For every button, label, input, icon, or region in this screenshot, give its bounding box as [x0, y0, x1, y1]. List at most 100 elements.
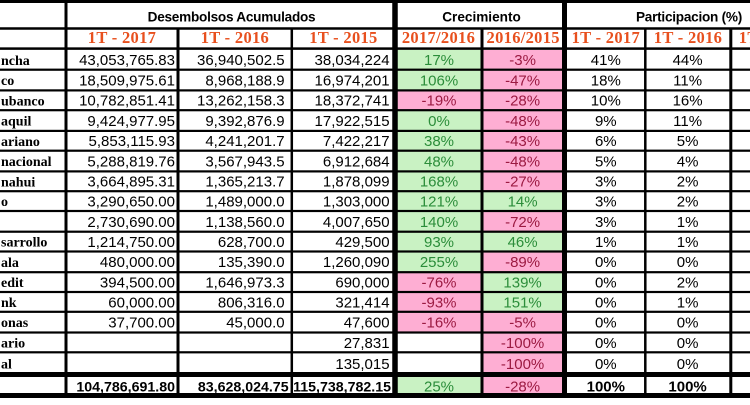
svg-text:ncha: ncha [1, 54, 30, 69]
svg-text:139%: 139% [503, 275, 541, 292]
svg-text:13,262,158.3: 13,262,158.3 [197, 93, 285, 110]
svg-text:3%: 3% [595, 174, 617, 191]
svg-text:0%: 0% [428, 113, 450, 130]
svg-text:aquil: aquil [1, 115, 31, 130]
svg-text:o: o [1, 195, 8, 210]
svg-text:0%: 0% [595, 356, 617, 373]
svg-text:5%: 5% [595, 154, 617, 171]
svg-text:17,922,515: 17,922,515 [315, 113, 390, 130]
svg-text:Participacion (%): Participacion (%) [636, 9, 742, 24]
svg-text:690,000: 690,000 [335, 275, 389, 292]
svg-text:17%: 17% [424, 52, 454, 69]
svg-text:9%: 9% [595, 113, 617, 130]
svg-text:-100%: -100% [501, 356, 544, 373]
svg-text:140%: 140% [420, 214, 458, 231]
svg-text:-28%: -28% [505, 379, 540, 396]
svg-text:-89%: -89% [505, 254, 540, 271]
svg-text:ubanco: ubanco [1, 94, 45, 109]
svg-text:-5%: -5% [509, 315, 536, 332]
svg-text:edit: edit [1, 276, 24, 291]
svg-text:36,940,502.5: 36,940,502.5 [197, 52, 285, 69]
svg-text:1,214,750.00: 1,214,750.00 [87, 234, 175, 251]
svg-text:83,628,024.75: 83,628,024.75 [198, 380, 289, 396]
svg-text:Desembolsos Acumulados: Desembolsos Acumulados [148, 9, 316, 24]
svg-text:5,288,819.76: 5,288,819.76 [87, 154, 175, 171]
svg-text:1,365,213.7: 1,365,213.7 [205, 174, 284, 191]
svg-text:al: al [1, 357, 12, 372]
svg-text:480,000.00: 480,000.00 [100, 254, 175, 271]
svg-text:1,303,000: 1,303,000 [323, 194, 390, 211]
svg-text:14%: 14% [508, 194, 538, 211]
svg-text:-76%: -76% [421, 275, 456, 292]
svg-text:100%: 100% [668, 379, 706, 396]
svg-text:0%: 0% [595, 315, 617, 332]
svg-text:45,000.0: 45,000.0 [226, 315, 284, 332]
svg-text:nacional: nacional [1, 155, 52, 170]
svg-text:115,738,782.15: 115,738,782.15 [293, 380, 391, 396]
svg-text:nk: nk [1, 296, 17, 311]
svg-text:5%: 5% [677, 133, 699, 150]
svg-text:1%: 1% [677, 214, 699, 231]
svg-text:806,316.0: 806,316.0 [218, 294, 285, 311]
svg-text:4,007,650: 4,007,650 [323, 214, 390, 231]
svg-text:38%: 38% [424, 133, 454, 150]
svg-text:41%: 41% [591, 52, 621, 69]
svg-text:16,974,201: 16,974,201 [315, 73, 390, 90]
svg-text:sarrollo: sarrollo [1, 236, 47, 251]
svg-text:-19%: -19% [421, 93, 456, 110]
svg-text:4%: 4% [677, 154, 699, 171]
svg-text:321,414: 321,414 [335, 294, 389, 311]
svg-text:1T - 2017: 1T - 2017 [572, 28, 640, 47]
svg-text:2016/2015: 2016/2015 [487, 28, 560, 47]
svg-text:151%: 151% [503, 294, 541, 311]
svg-text:Crecimiento: Crecimiento [442, 9, 521, 24]
svg-text:3%: 3% [595, 214, 617, 231]
svg-text:4,241,201.7: 4,241,201.7 [205, 133, 284, 150]
svg-text:18,509,975.61: 18,509,975.61 [79, 73, 175, 90]
svg-text:43,053,765.83: 43,053,765.83 [79, 52, 175, 69]
svg-text:1T - 2016: 1T - 2016 [654, 28, 722, 47]
svg-text:48%: 48% [424, 154, 454, 171]
svg-text:8,968,188.9: 8,968,188.9 [205, 73, 284, 90]
svg-text:394,500.00: 394,500.00 [100, 275, 175, 292]
svg-text:6%: 6% [595, 133, 617, 150]
svg-text:1,489,000.0: 1,489,000.0 [205, 194, 284, 211]
svg-text:1T - 2016: 1T - 2016 [201, 28, 269, 47]
svg-text:429,500: 429,500 [335, 234, 389, 251]
svg-text:1T - 2015: 1T - 2015 [309, 28, 377, 47]
svg-text:135,390.0: 135,390.0 [218, 254, 285, 271]
svg-text:-28%: -28% [505, 93, 540, 110]
svg-text:6,912,684: 6,912,684 [323, 154, 390, 171]
svg-text:ariano: ariano [1, 135, 40, 150]
svg-text:1,260,090: 1,260,090 [323, 254, 390, 271]
svg-text:2%: 2% [677, 174, 699, 191]
svg-text:0%: 0% [677, 335, 699, 352]
svg-text:46%: 46% [508, 234, 538, 251]
svg-text:106%: 106% [420, 73, 458, 90]
svg-text:25%: 25% [424, 379, 454, 396]
svg-text:11%: 11% [673, 73, 702, 90]
svg-text:2017/2016: 2017/2016 [402, 28, 475, 47]
svg-text:1T - 2015: 1T - 2015 [739, 28, 750, 47]
svg-text:1%: 1% [677, 234, 699, 251]
svg-text:1T - 2017: 1T - 2017 [88, 28, 156, 47]
svg-text:-27%: -27% [505, 174, 540, 191]
svg-text:44%: 44% [673, 52, 703, 69]
svg-text:-47%: -47% [505, 73, 540, 90]
svg-text:121%: 121% [420, 194, 458, 211]
svg-text:0%: 0% [595, 294, 617, 311]
svg-text:100%: 100% [587, 379, 625, 396]
svg-text:37,700.00: 37,700.00 [108, 315, 175, 332]
svg-text:2%: 2% [677, 194, 699, 211]
svg-text:60,000.00: 60,000.00 [108, 294, 175, 311]
svg-text:0%: 0% [677, 356, 699, 373]
svg-text:0%: 0% [595, 335, 617, 352]
svg-text:11%: 11% [673, 113, 702, 130]
svg-text:0%: 0% [677, 254, 699, 271]
svg-text:1,646,973.3: 1,646,973.3 [205, 275, 284, 292]
svg-text:ala: ala [1, 256, 19, 271]
svg-text:1%: 1% [677, 294, 699, 311]
svg-text:onas: onas [1, 316, 29, 331]
svg-text:-16%: -16% [421, 315, 456, 332]
svg-text:0%: 0% [595, 275, 617, 292]
